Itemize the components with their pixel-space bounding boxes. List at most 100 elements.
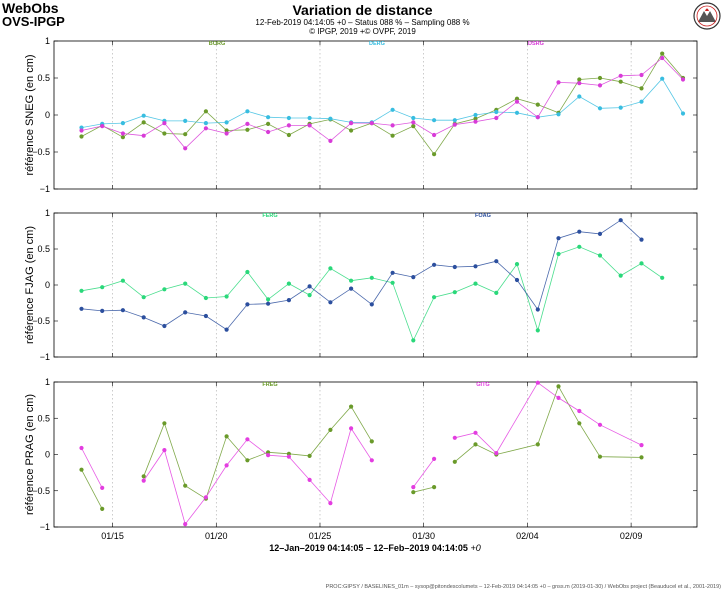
data-point: [224, 131, 229, 136]
data-point: [266, 301, 271, 306]
data-point: [120, 121, 125, 126]
data-point: [597, 253, 603, 258]
data-point: [432, 262, 437, 267]
data-point: [307, 115, 312, 121]
data-point: [349, 121, 354, 126]
data-point: [266, 121, 271, 126]
data-point: [452, 435, 457, 440]
data-point: [141, 295, 146, 300]
data-point: [203, 126, 208, 131]
data-point: [245, 302, 250, 307]
legend-label: DSRG: [528, 41, 544, 47]
data-point: [203, 313, 208, 319]
data-point: [245, 121, 250, 126]
data-point: [514, 96, 520, 101]
data-point: [183, 146, 188, 151]
panel-1: −1 −0.5 0 0.5 1 référence SNEG (en cm) BORG DER…: [24, 36, 698, 194]
data-point: [286, 454, 291, 459]
legend-label: FREG: [262, 382, 277, 388]
data-point: [577, 421, 582, 426]
data-point: [183, 310, 188, 315]
data-point: [452, 264, 457, 270]
data-point: [660, 55, 665, 61]
data-point: [79, 134, 84, 139]
data-point: [597, 75, 603, 81]
legend-label: BORG: [209, 41, 226, 47]
series-line: [81, 52, 684, 155]
data-point: [577, 94, 582, 99]
data-point: [680, 77, 686, 82]
data-point: [514, 99, 520, 104]
data-point: [556, 236, 561, 241]
legend-label: FERG: [262, 213, 277, 219]
data-point: [535, 328, 540, 333]
y-tick-label: 1: [45, 36, 50, 46]
data-point: [141, 120, 146, 125]
series-line: [81, 78, 684, 128]
data-point: [141, 315, 146, 320]
data-point: [183, 132, 188, 137]
data-point: [494, 109, 499, 115]
data-point: [141, 133, 146, 138]
data-point: [577, 229, 582, 234]
series-gitg: GITG: [79, 380, 644, 527]
series-line: [81, 57, 684, 149]
data-point: [79, 125, 84, 130]
data-point: [639, 99, 644, 104]
data-point: [597, 422, 603, 427]
data-point: [535, 115, 540, 120]
data-point: [639, 86, 644, 91]
data-point: [286, 123, 291, 128]
data-point: [556, 112, 561, 117]
data-point: [183, 281, 188, 286]
data-point: [577, 408, 582, 414]
data-point: [307, 453, 312, 458]
series-line: [143, 427, 373, 525]
y-tick-label: −1: [40, 522, 50, 532]
data-point: [639, 237, 644, 242]
y-tick-label: −0.5: [32, 147, 50, 157]
data-point: [100, 506, 105, 511]
data-point: [369, 439, 374, 444]
data-point: [224, 463, 229, 468]
legend-label: DERG: [369, 41, 385, 47]
series-ferg: FERG: [79, 213, 665, 343]
data-point: [452, 290, 457, 295]
logo-line2: OVS-IPGP: [2, 14, 65, 29]
y-tick-label: −0.5: [32, 316, 50, 326]
chart-title: Variation de distance: [292, 2, 433, 18]
data-point: [473, 112, 478, 118]
data-point: [183, 483, 188, 488]
chart-subtitle-status: 12-Feb-2019 04:14:05 +0 – Status 088 % –…: [255, 18, 470, 27]
data-point: [660, 275, 665, 280]
data-point: [100, 124, 105, 129]
data-point: [328, 427, 333, 432]
chart-subtitle-copyright: © IPGP, 2019 +© OVPF, 2019: [309, 27, 416, 36]
series-line: [81, 447, 103, 489]
data-point: [328, 138, 333, 143]
data-point: [266, 453, 271, 458]
series-borg: BORG: [79, 41, 686, 157]
data-point: [556, 395, 561, 400]
data-point: [100, 285, 105, 290]
y-tick-label: 0.5: [37, 244, 50, 254]
data-point: [432, 295, 437, 300]
data-point: [79, 306, 84, 311]
data-point: [473, 430, 478, 435]
data-point: [120, 131, 125, 136]
data-point: [79, 128, 84, 133]
series-freg: FREG: [79, 382, 644, 511]
series-line: [454, 385, 642, 463]
data-point: [514, 110, 520, 115]
y-tick-label: 0: [45, 110, 50, 120]
data-point: [162, 287, 167, 292]
data-point: [452, 118, 457, 123]
data-point: [390, 280, 395, 285]
data-point: [349, 404, 354, 409]
data-point: [79, 445, 84, 451]
data-point: [203, 121, 208, 126]
data-point: [597, 231, 603, 236]
ovpf-seal-icon: [693, 2, 721, 30]
data-point: [141, 113, 146, 118]
data-point: [432, 152, 437, 157]
